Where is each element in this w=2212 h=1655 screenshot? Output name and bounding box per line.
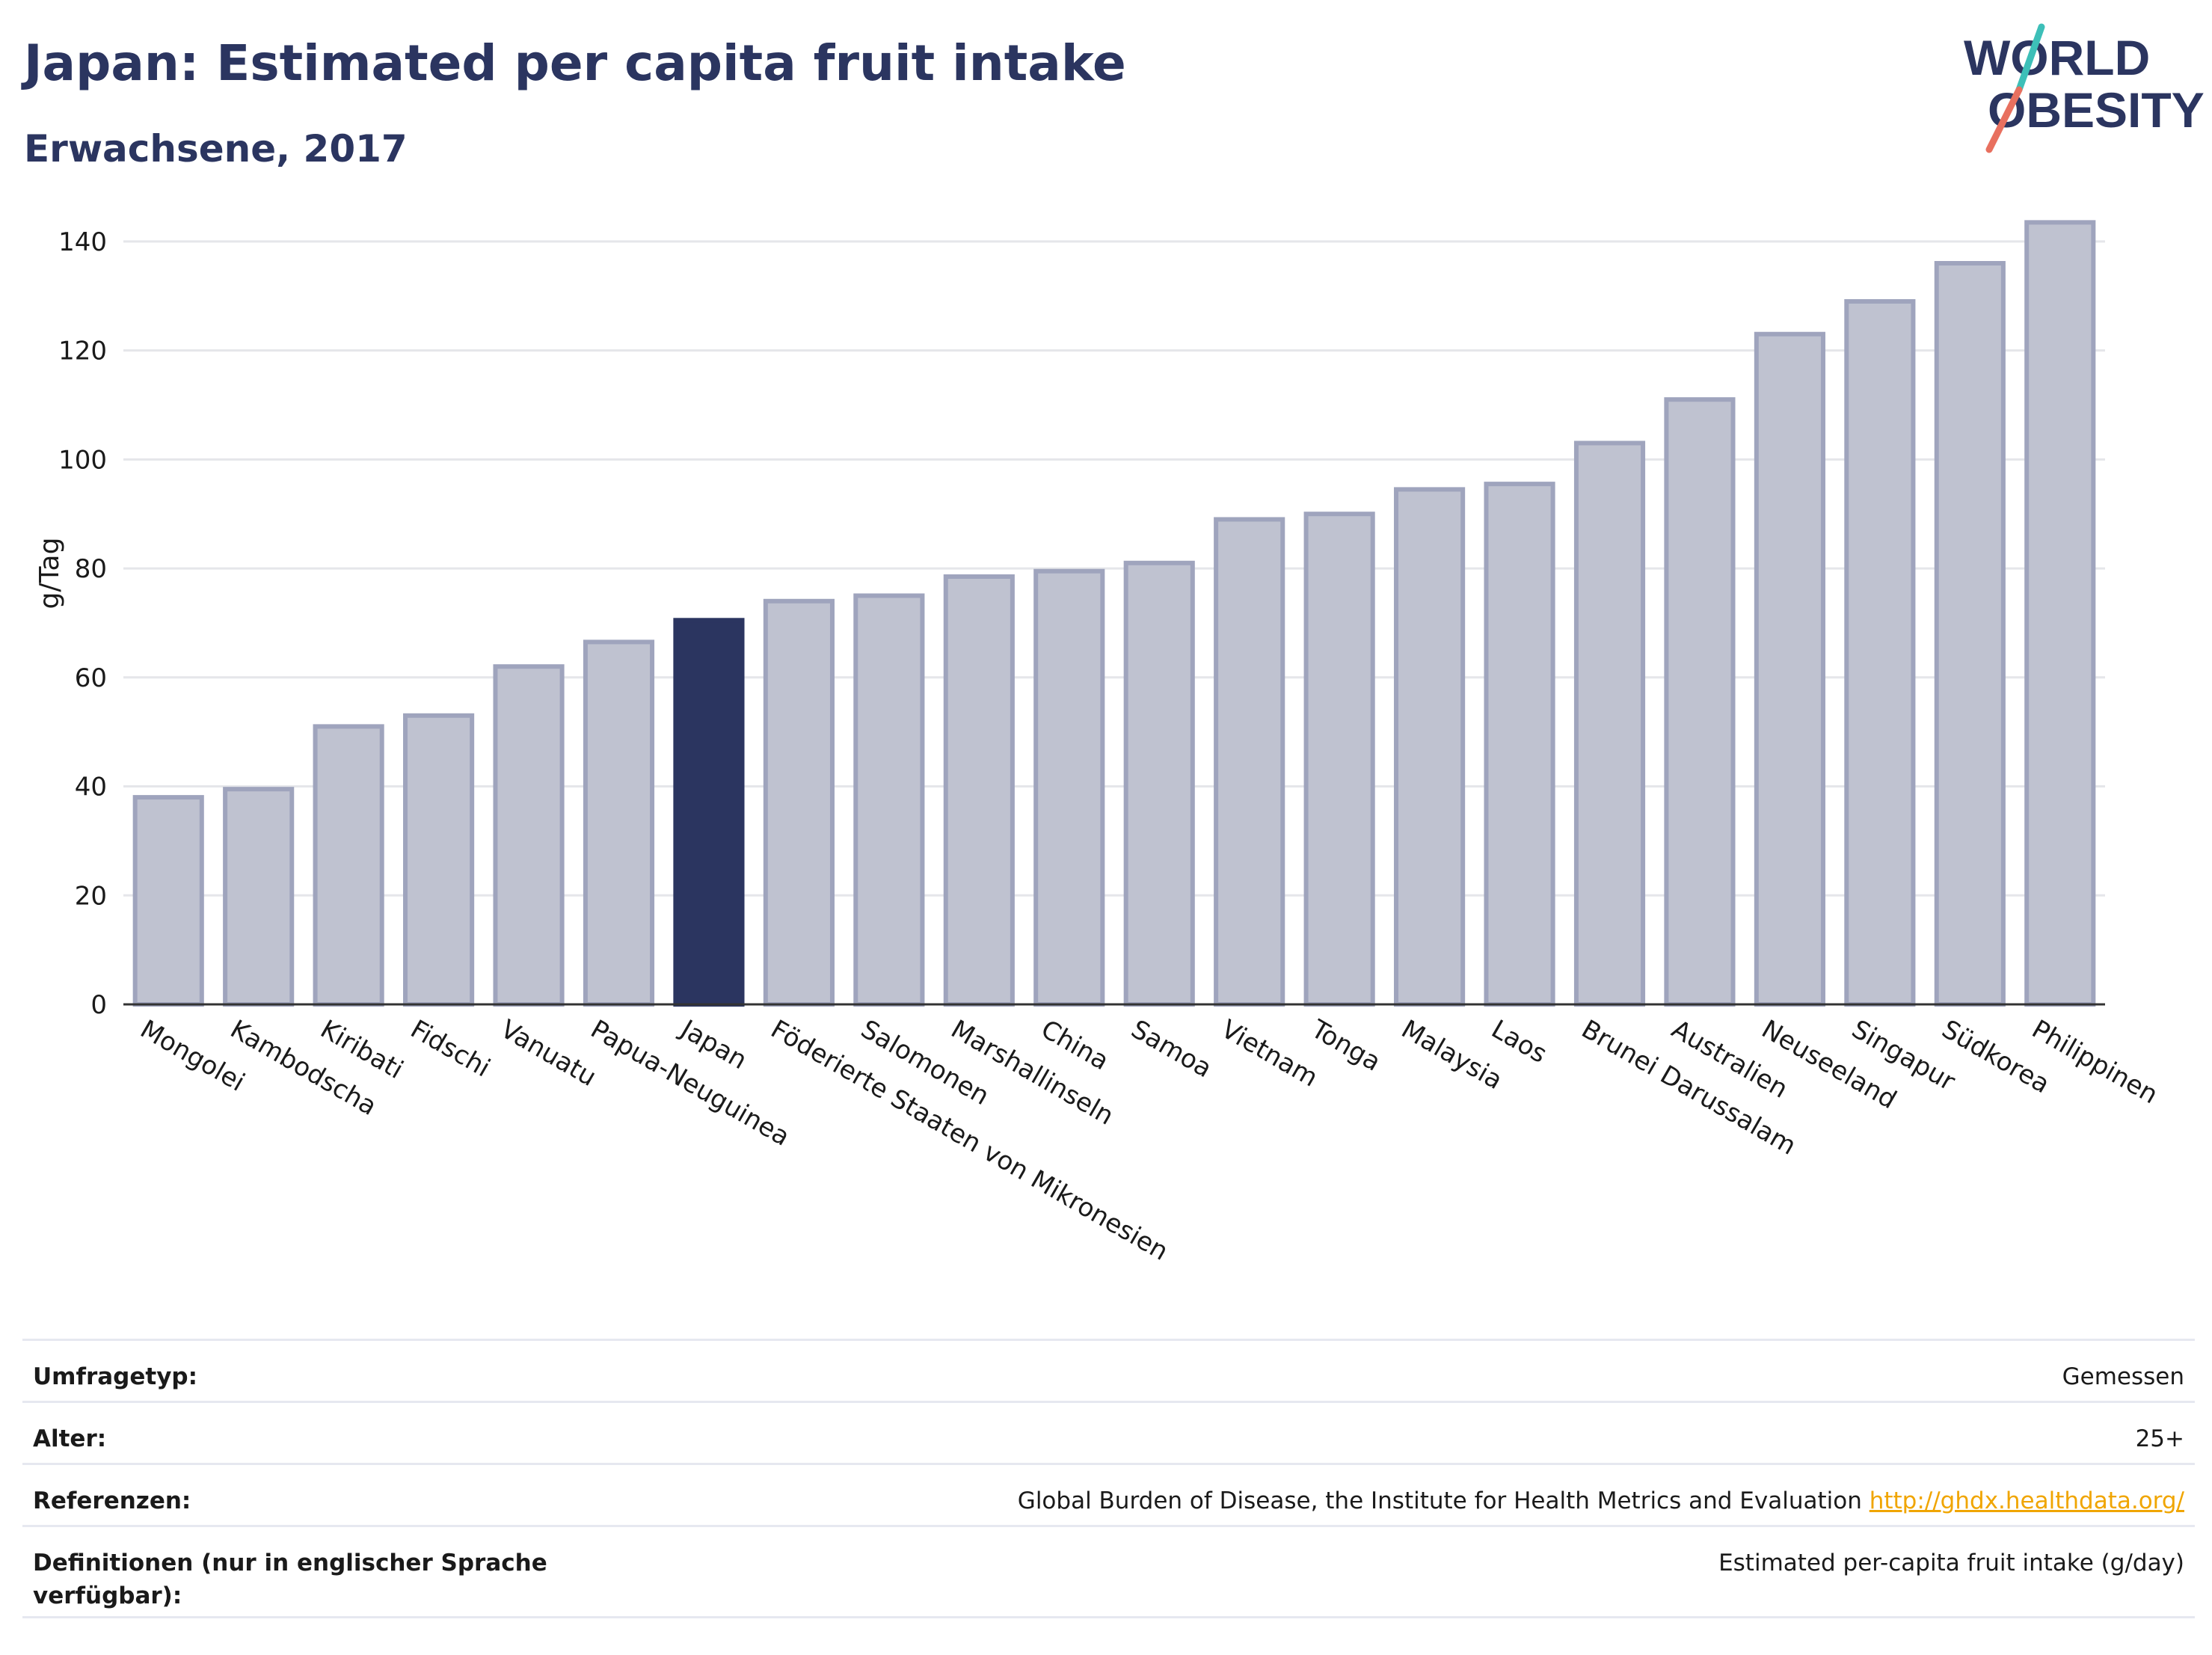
meta-value: Estimated per-capita fruit intake (g/day… bbox=[1718, 1550, 2184, 1576]
y-tick-label: 120 bbox=[58, 337, 107, 366]
bar bbox=[763, 598, 835, 1007]
y-tick-label: 140 bbox=[58, 227, 107, 257]
logo-slash-red bbox=[1985, 86, 2023, 153]
bar-chart: 0 20 40 60 80 100 120 140 MongoleiKambodschaKir… bbox=[34, 220, 2163, 1267]
logo-line-2: OBESITY bbox=[1988, 82, 2205, 138]
y-tick-label: 20 bbox=[75, 881, 107, 911]
y-tick-label: 0 bbox=[90, 990, 107, 1020]
reference-link[interactable]: http://ghdx.healthdata.org/ bbox=[1869, 1487, 2184, 1514]
bar bbox=[1033, 568, 1105, 1007]
x-tick-label: Philippinen bbox=[2027, 1014, 2163, 1110]
meta-row-survey-type: Umfragetyp: Gemessen bbox=[22, 1339, 2195, 1401]
x-tick-label: Fidschi bbox=[405, 1014, 495, 1083]
bar bbox=[1303, 512, 1375, 1007]
bar bbox=[673, 618, 745, 1007]
bar bbox=[1484, 482, 1555, 1007]
meta-key: Alter: bbox=[33, 1425, 107, 1452]
bar bbox=[1664, 397, 1736, 1007]
chart-subtitle: Erwachsene, 2017 bbox=[24, 127, 408, 171]
x-tick-label: Vietnam bbox=[1216, 1014, 1323, 1093]
bar bbox=[1844, 299, 1916, 1007]
x-tick-label: Vanuatu bbox=[496, 1014, 601, 1093]
meta-row-age: Alter: 25+ bbox=[22, 1401, 2195, 1463]
meta-value: Global Burden of Disease, the Institute … bbox=[1018, 1484, 2184, 1517]
bar bbox=[1394, 487, 1466, 1007]
bar bbox=[853, 593, 925, 1007]
meta-row-references: Referenzen: Global Burden of Disease, th… bbox=[22, 1463, 2195, 1525]
bar bbox=[403, 713, 475, 1007]
bar bbox=[1573, 440, 1646, 1007]
logo-line-1: WORLD bbox=[1964, 30, 2150, 85]
y-axis-title: g/Tag bbox=[34, 538, 65, 610]
bar bbox=[1123, 560, 1195, 1007]
bar bbox=[1214, 517, 1285, 1007]
reference-text: Global Burden of Disease, the Institute … bbox=[1017, 1487, 1862, 1514]
bar bbox=[132, 795, 204, 1007]
x-tick-label: Samoa bbox=[1126, 1014, 1217, 1084]
x-tick-label: Malaysia bbox=[1396, 1014, 1508, 1096]
bar bbox=[1934, 261, 2006, 1007]
world-obesity-logo: WORLD OBESITY bbox=[1964, 23, 2205, 153]
meta-key: Definitionen (nur in englischer Sprache … bbox=[33, 1550, 547, 1609]
y-tick-label: 40 bbox=[75, 773, 107, 802]
bar bbox=[1754, 331, 1825, 1007]
bars bbox=[132, 220, 2096, 1007]
bar bbox=[2024, 220, 2096, 1007]
y-tick-label: 60 bbox=[75, 663, 107, 693]
meta-value: 25+ bbox=[2135, 1425, 2184, 1452]
metadata-table: Umfragetyp: Gemessen Alter: 25+ Referenz… bbox=[22, 1339, 2195, 1618]
meta-row-definitions: Definitionen (nur in englischer Sprache … bbox=[22, 1525, 2195, 1618]
y-axis-ticks: 0 20 40 60 80 100 120 140 bbox=[58, 227, 107, 1020]
bar bbox=[493, 664, 565, 1007]
meta-value: Gemessen bbox=[2062, 1363, 2184, 1390]
meta-key: Umfragetyp: bbox=[33, 1363, 197, 1390]
bar bbox=[313, 724, 384, 1007]
bar bbox=[943, 574, 1015, 1007]
chart-title: Japan: Estimated per capita fruit intake bbox=[24, 34, 1126, 92]
y-tick-label: 100 bbox=[58, 445, 107, 475]
x-tick-label: Laos bbox=[1487, 1014, 1552, 1069]
bar bbox=[583, 639, 655, 1007]
logo-slash-teal bbox=[2015, 23, 2045, 93]
meta-key: Referenzen: bbox=[33, 1487, 191, 1514]
y-tick-label: 80 bbox=[75, 554, 107, 584]
bar bbox=[223, 787, 295, 1007]
